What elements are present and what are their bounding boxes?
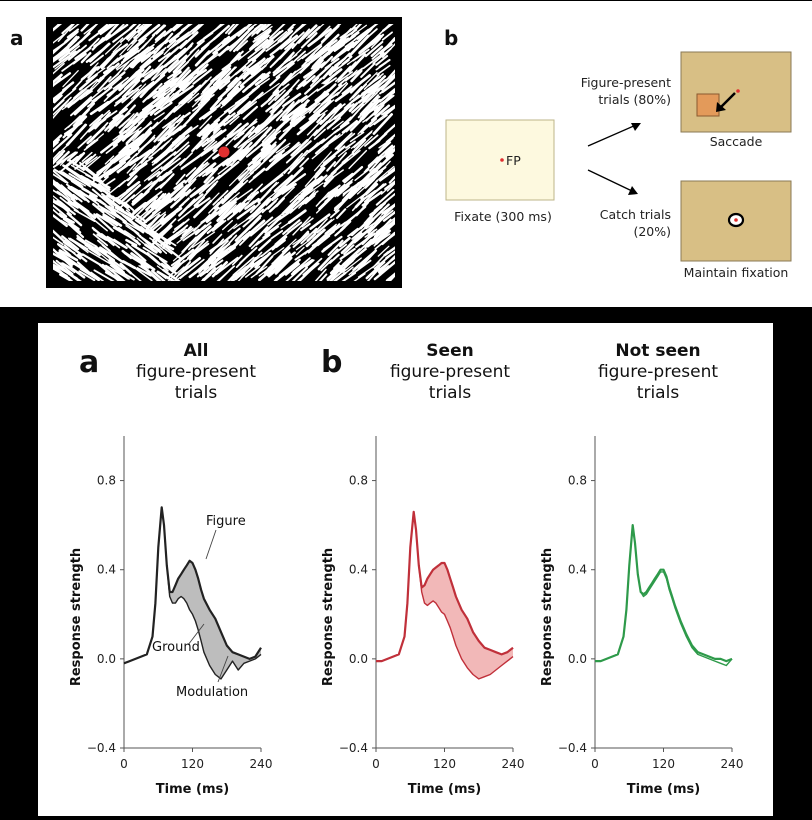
top-border-line (0, 0, 812, 1)
series-line-2 (595, 524, 733, 667)
fixation-screen (445, 119, 555, 201)
x-tick-label: 0 (591, 757, 599, 771)
y-tick-label: 0.0 (349, 652, 368, 666)
title-not-seen-line3: trials (636, 383, 680, 403)
saccade-caption: Saccade (709, 134, 763, 149)
y-tick-label: 0.8 (568, 474, 587, 488)
y-tick-label: 0.4 (97, 563, 116, 577)
chart-3: −0.4 0.0 0.4 0.8 0 120 240 Time (ms) Response st… (540, 436, 743, 797)
series-line-2 (376, 511, 514, 680)
title-all-line2: figure-present (135, 362, 257, 382)
results-letter-a: a (79, 345, 100, 380)
fixate-caption: Fixate (300 ms) (454, 209, 552, 224)
title-not-seen-line2: figure-present (597, 362, 719, 382)
title-all-line3: trials (174, 383, 218, 403)
title-not-seen-bold: Not seen (615, 341, 701, 361)
y-tick-label: −0.4 (339, 741, 368, 755)
x-tick-label: 240 (721, 757, 744, 771)
panel-a-letter: a (10, 26, 24, 50)
x-tick-label: 240 (250, 757, 273, 771)
y-tick-label: −0.4 (87, 741, 116, 755)
figure-present-label-2: trials (80%) (598, 92, 671, 107)
chart-2: −0.4 0.0 0.4 0.8 0 120 240 Time (ms) Response st… (321, 436, 524, 797)
y-tick-label: 0.8 (97, 474, 116, 488)
title-seen-line2: figure-present (389, 362, 511, 382)
response-charts: −0.4 0.0 0.4 0.8 0 120 240 Time (ms) Response st… (69, 436, 743, 797)
results-figure-frame: a b All figure-present trials Seen figur… (0, 307, 812, 820)
y-tick-label: 0.4 (349, 563, 368, 577)
title-seen-line3: trials (428, 383, 472, 403)
y-tick-label: 0.0 (97, 652, 116, 666)
x-tick-label: 120 (433, 757, 456, 771)
catch-trials-label-1: Catch trials (599, 207, 671, 222)
arrow-to-catch-icon (587, 169, 633, 192)
title-all-bold: All (183, 341, 209, 361)
y-tick-label: 0.8 (349, 474, 368, 488)
x-tick-label: 0 (372, 757, 380, 771)
fixation-dot-figure (736, 89, 740, 93)
series-line-1 (595, 524, 733, 663)
title-seen: Seen figure-present trials (350, 341, 550, 404)
catch-trials-label-2: (20%) (633, 224, 671, 239)
y-tick-label: 0.0 (568, 652, 587, 666)
title-not-seen: Not seen figure-present trials (558, 341, 758, 404)
x-axis-label: Time (ms) (408, 782, 481, 797)
results-letter-b: b (321, 345, 343, 380)
modulation-area (376, 511, 513, 679)
ground-annotation: Ground (152, 640, 200, 655)
modulation-area (124, 507, 261, 679)
y-axis-label: Response strength (321, 548, 336, 686)
fixation-dot-stimulus (218, 146, 230, 158)
figure-present-screen (680, 51, 792, 133)
saccade-arrowhead-icon (716, 102, 726, 112)
fixation-point-label: FP (506, 153, 521, 168)
title-all: All figure-present trials (96, 341, 296, 404)
x-axis-label: Time (ms) (627, 782, 700, 797)
arrowhead-figure-icon (631, 123, 641, 131)
fixation-point-dot (500, 158, 504, 162)
y-axis-label: Response strength (69, 548, 84, 686)
title-seen-bold: Seen (426, 341, 474, 361)
y-axis-label: Response strength (540, 548, 555, 686)
texture-stimulus (46, 17, 402, 288)
y-tick-label: 0.4 (568, 563, 587, 577)
series-line-2 (123, 506, 262, 680)
maintain-fixation-caption: Maintain fixation (683, 265, 789, 280)
texture-line-field (53, 24, 395, 281)
x-tick-label: 240 (502, 757, 525, 771)
figure-patch (696, 93, 720, 117)
results-figure: a b All figure-present trials Seen figur… (38, 323, 773, 816)
arrowhead-catch-icon (628, 186, 638, 195)
x-tick-label: 120 (652, 757, 675, 771)
task-schematic (445, 51, 792, 262)
texture-lines (53, 24, 395, 281)
x-tick-label: 0 (120, 757, 128, 771)
figure-present-label-1: Figure-present (580, 75, 671, 90)
panel-b-letter: b (444, 26, 459, 50)
x-axis-label: Time (ms) (156, 782, 229, 797)
annotation-leaders (187, 529, 229, 683)
fixation-dot-catch (734, 218, 738, 222)
modulation-annotation: Modulation (176, 685, 249, 700)
arrow-to-figure-icon (587, 124, 637, 147)
y-tick-label: −0.4 (558, 741, 587, 755)
chart-1: −0.4 0.0 0.4 0.8 0 120 240 Time (ms) Response st… (69, 436, 272, 797)
figure-annotation: Figure (206, 514, 246, 529)
x-tick-label: 120 (181, 757, 204, 771)
